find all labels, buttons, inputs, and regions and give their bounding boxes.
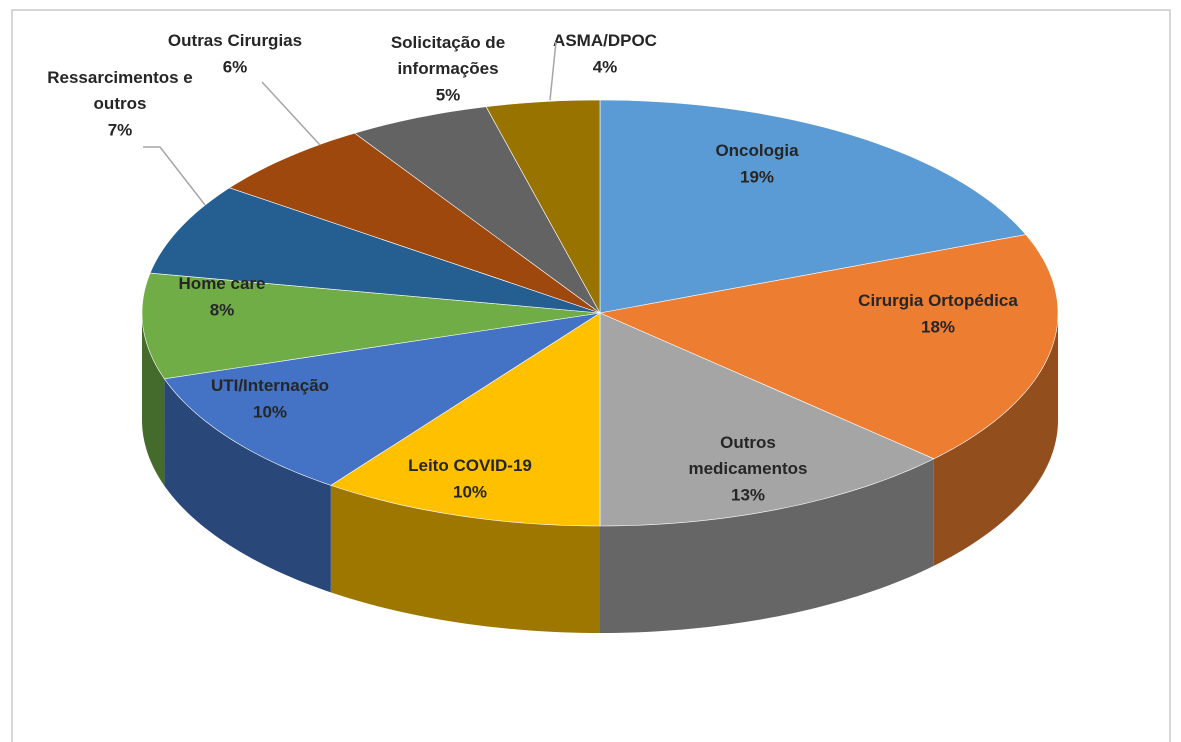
slice-side [933, 313, 1058, 566]
slice [485, 99, 601, 314]
slice-label: Leito COVID-19 [408, 456, 532, 475]
slice-label: Outros medicamentos [688, 433, 807, 478]
slice [598, 234, 1059, 460]
slice-value-label: 7% [108, 120, 133, 139]
slice [228, 132, 601, 314]
slice [353, 106, 601, 314]
slice-label: Solicitação de informações [391, 33, 505, 78]
slice-value-label: 10% [453, 482, 487, 501]
slice [599, 312, 935, 527]
slice [599, 99, 1027, 314]
slice-label: ASMA/DPOC [553, 31, 657, 50]
slice-value-label: 6% [223, 57, 248, 76]
slice [330, 312, 601, 527]
slice-side [164, 378, 331, 593]
slice-value-label: 13% [731, 485, 765, 504]
slice-side [330, 485, 600, 633]
slice-value-label: 10% [253, 402, 287, 421]
slice-label: Home care [179, 274, 266, 293]
slice [163, 312, 601, 486]
slice-label: Oncologia [715, 141, 799, 160]
slice-label: Cirurgia Ortopédica [858, 291, 1018, 310]
slice-label: Ressarcimentos e outros [47, 68, 193, 113]
leader-line [261, 81, 321, 146]
chart-frame [11, 9, 1171, 742]
slice-value-label: 18% [921, 317, 955, 336]
slice [141, 272, 601, 380]
slice-label: UTI/Internação [211, 376, 329, 395]
slice-value-label: 5% [436, 85, 461, 104]
slice-value-label: 4% [593, 57, 618, 76]
slice-side [142, 313, 165, 486]
leader-line [143, 146, 206, 206]
slice [149, 187, 601, 314]
slice-side [600, 458, 934, 633]
slice-value-label: 19% [740, 167, 774, 186]
leader-line [549, 41, 557, 101]
slice-value-label: 8% [210, 300, 235, 319]
slice-label: Outras Cirurgias [168, 31, 302, 50]
